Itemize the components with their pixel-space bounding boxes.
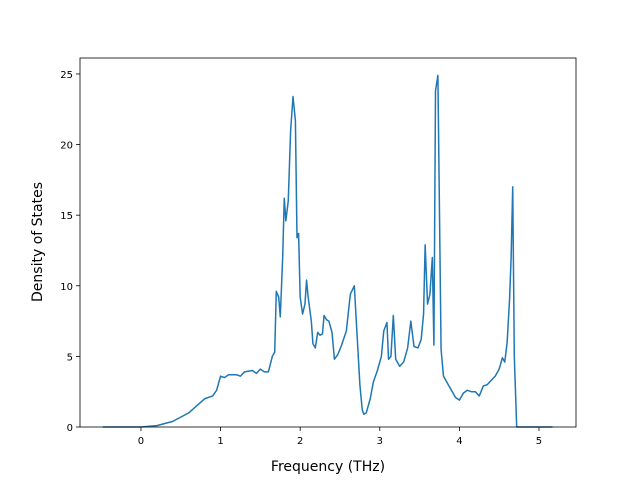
y-tick-label: 20: [60, 141, 73, 152]
y-axis-label: Density of States: [30, 182, 46, 302]
x-tick-label: 0: [138, 436, 144, 447]
x-tick-label: 1: [217, 436, 223, 447]
y-tick-label: 15: [60, 211, 73, 222]
plot-frame: [79, 57, 577, 428]
y-tick-label: 10: [60, 282, 73, 293]
data-line: [102, 74, 553, 428]
x-tick-label: 5: [536, 436, 542, 447]
y-tick-label: 5: [67, 352, 73, 363]
x-axis-label: Frequency (THz): [271, 459, 385, 475]
y-tick-label: 0: [67, 423, 73, 434]
x-tick-label: 4: [456, 436, 462, 447]
y-tick-label: 25: [60, 70, 73, 81]
x-tick-label: 2: [297, 436, 303, 447]
x-tick-label: 3: [377, 436, 383, 447]
